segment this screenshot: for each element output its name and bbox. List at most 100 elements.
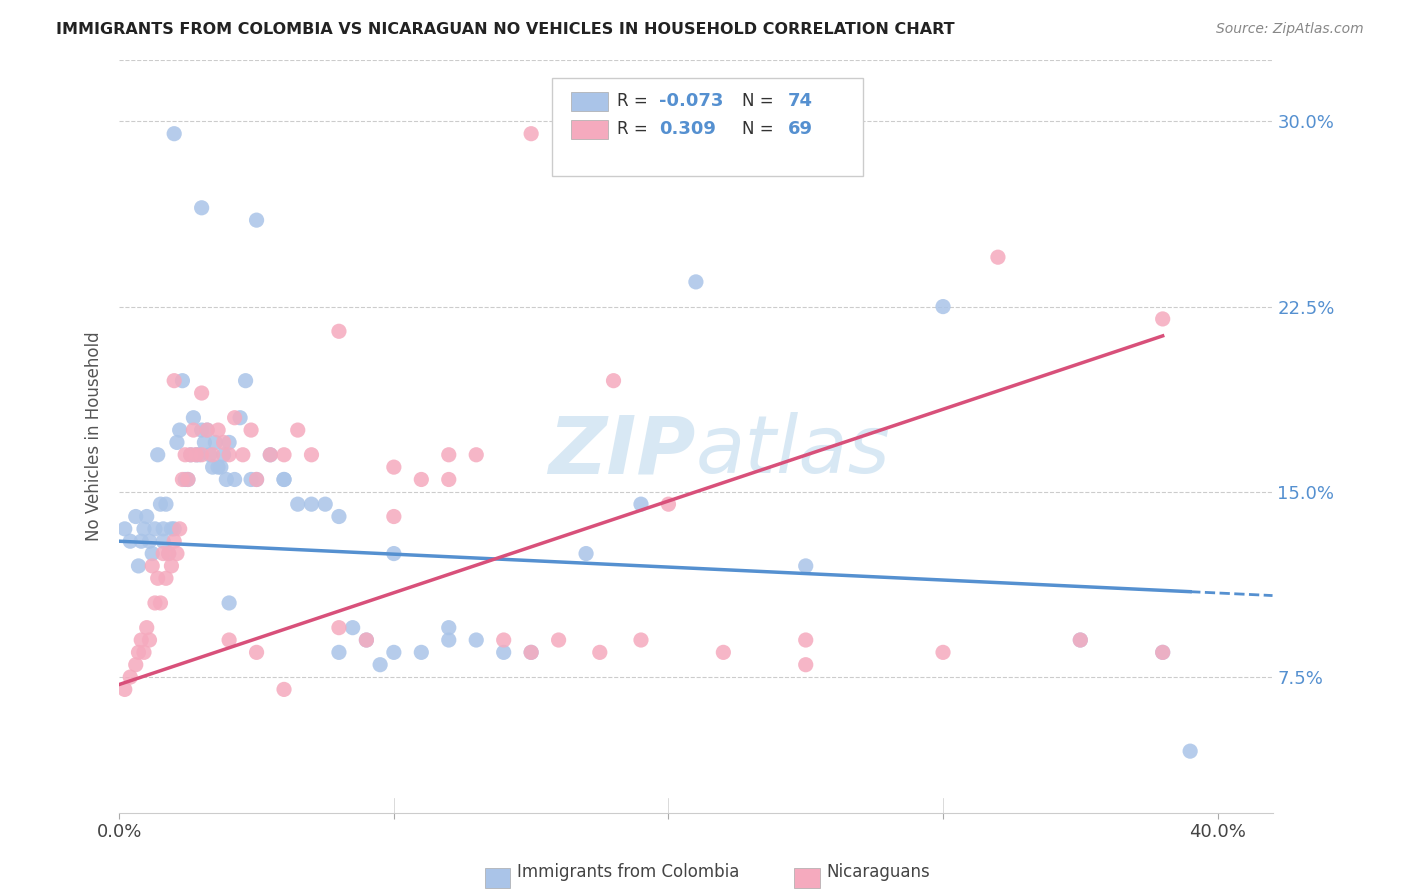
Point [143,522,166,536]
Point [166,435,188,450]
Point [160,522,183,536]
Point [114,522,136,536]
Point [174,473,197,487]
Point [1069,633,1091,648]
Point [411,645,433,659]
Point [411,473,433,487]
Point [195,423,218,437]
Point [190,448,212,462]
Point [1069,633,1091,648]
Point [180,448,202,462]
Text: Source: ZipAtlas.com: Source: ZipAtlas.com [1216,22,1364,37]
Point [245,473,267,487]
Point [245,645,267,659]
Point [240,473,263,487]
Point [437,621,460,635]
Point [129,534,152,549]
Point [135,621,157,635]
Point [382,509,405,524]
Point [287,497,309,511]
Text: IMMIGRANTS FROM COLOMBIA VS NICARAGUAN NO VEHICLES IN HOUSEHOLD CORRELATION CHAR: IMMIGRANTS FROM COLOMBIA VS NICARAGUAN N… [56,22,955,37]
Point [492,633,515,648]
Point [1152,645,1174,659]
Text: N =: N = [742,92,779,110]
Point [160,558,183,573]
Point [259,448,281,462]
Point [547,633,569,648]
Point [120,670,142,684]
Point [212,448,235,462]
Point [589,645,612,659]
Text: atlas: atlas [696,412,890,491]
Point [163,374,186,388]
Point [328,645,350,659]
Point [657,497,679,511]
Point [135,509,157,524]
Point [711,645,734,659]
Point [465,448,488,462]
Point [259,448,281,462]
Point [114,682,136,697]
Point [177,473,200,487]
Point [437,473,460,487]
Point [218,448,240,462]
Point [1152,312,1174,326]
Point [190,201,212,215]
Point [342,621,364,635]
Text: ZIP: ZIP [548,412,696,491]
Point [437,448,460,462]
Point [492,645,515,659]
Text: Nicaraguans: Nicaraguans [827,863,931,881]
Point [207,460,229,475]
Point [132,645,155,659]
Point [215,473,238,487]
Point [183,410,205,425]
Point [794,633,817,648]
FancyBboxPatch shape [551,78,863,177]
FancyBboxPatch shape [571,120,609,138]
Point [630,497,652,511]
Point [1152,645,1174,659]
Point [235,374,257,388]
Point [166,547,188,561]
Point [575,547,598,561]
Point [201,448,224,462]
Point [180,448,202,462]
Point [146,571,169,585]
Point [520,645,543,659]
Point [186,448,208,462]
Point [132,522,155,536]
Point [301,448,323,462]
Point [245,473,267,487]
Point [794,558,817,573]
Point [685,275,707,289]
Point [152,522,174,536]
Point [356,633,378,648]
Point [229,410,252,425]
Point [172,374,194,388]
Point [146,448,169,462]
Point [273,448,295,462]
Point [195,423,218,437]
Point [356,633,378,648]
Point [382,547,405,561]
Point [314,497,336,511]
Point [1178,744,1201,758]
Point [212,435,235,450]
Point [138,534,160,549]
Point [120,534,142,549]
Text: -0.073: -0.073 [659,92,723,110]
Point [193,435,215,450]
Point [149,596,172,610]
Point [157,547,180,561]
Point [125,657,148,672]
Point [437,633,460,648]
Point [218,633,240,648]
Point [128,558,150,573]
Point [129,633,152,648]
Point [245,213,267,227]
Y-axis label: No Vehicles in Household: No Vehicles in Household [86,332,103,541]
Point [209,460,232,475]
Point [987,250,1010,264]
Point [630,633,652,648]
